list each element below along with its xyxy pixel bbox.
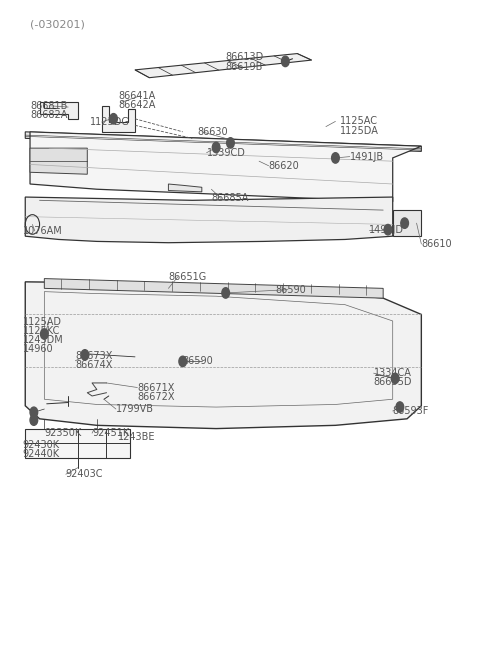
Text: 86619B: 86619B [226,62,263,71]
Text: 1491JD: 1491JD [369,225,404,234]
Polygon shape [102,105,135,132]
Circle shape [81,350,89,360]
Text: 1125KC: 1125KC [23,326,60,336]
Text: 1125AD: 1125AD [23,317,62,328]
Polygon shape [39,102,78,119]
Text: 1243BE: 1243BE [118,432,156,442]
Polygon shape [44,278,383,298]
Text: 86610: 86610 [421,239,452,249]
Circle shape [40,329,48,339]
Text: 1491JB: 1491JB [350,151,384,162]
Text: 86590: 86590 [183,356,214,366]
Text: 92440K: 92440K [23,449,60,459]
Polygon shape [25,132,421,151]
Text: 86673X: 86673X [75,351,113,361]
Polygon shape [168,184,202,192]
Text: 1334CA: 1334CA [373,368,411,378]
Text: 86590: 86590 [276,285,307,295]
Circle shape [227,138,234,148]
Polygon shape [393,210,421,236]
Text: 86642A: 86642A [118,100,156,110]
Text: 86620: 86620 [269,160,300,171]
Circle shape [332,153,339,163]
Text: 1799VB: 1799VB [116,404,154,414]
Circle shape [30,407,37,417]
Text: 86593F: 86593F [393,406,429,416]
Text: 86651G: 86651G [168,272,207,282]
Text: 1125DA: 1125DA [340,126,379,136]
Text: 1339CD: 1339CD [206,148,245,158]
Circle shape [396,402,404,412]
Polygon shape [25,197,393,243]
Text: (-030201): (-030201) [30,19,85,29]
Text: 86641A: 86641A [118,91,156,101]
Text: 92403C: 92403C [66,469,103,479]
Circle shape [222,288,229,298]
Text: 92430K: 92430K [23,440,60,450]
Text: 86655D: 86655D [373,377,412,387]
Text: 1125AC: 1125AC [340,117,378,126]
Text: 1125DG: 1125DG [90,117,130,127]
Text: 92451K: 92451K [92,428,129,438]
Text: 86685A: 86685A [211,193,249,203]
Text: 14960: 14960 [23,344,53,354]
Circle shape [391,373,399,384]
Text: 86613D: 86613D [226,52,264,62]
Text: 1076AM: 1076AM [23,226,62,236]
Polygon shape [30,132,421,202]
Circle shape [30,415,37,425]
Text: 86671X: 86671X [137,383,175,392]
Text: 86630: 86630 [197,127,228,137]
Circle shape [384,225,392,235]
Circle shape [212,142,220,153]
Text: 86682A: 86682A [30,110,67,120]
Polygon shape [30,148,87,174]
Circle shape [179,356,187,367]
Polygon shape [135,54,312,78]
Polygon shape [25,282,421,428]
Text: 86674X: 86674X [75,360,113,370]
Text: 1243DM: 1243DM [23,335,64,345]
Polygon shape [25,428,130,458]
Text: 92350K: 92350K [44,428,82,438]
Text: 86681B: 86681B [30,101,67,111]
Circle shape [281,56,289,67]
Circle shape [401,218,408,229]
Text: 86672X: 86672X [137,392,175,402]
Circle shape [110,113,117,124]
